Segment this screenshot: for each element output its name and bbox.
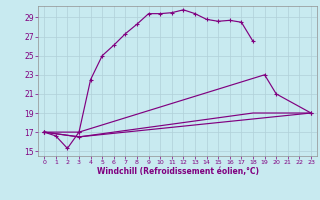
X-axis label: Windchill (Refroidissement éolien,°C): Windchill (Refroidissement éolien,°C): [97, 167, 259, 176]
